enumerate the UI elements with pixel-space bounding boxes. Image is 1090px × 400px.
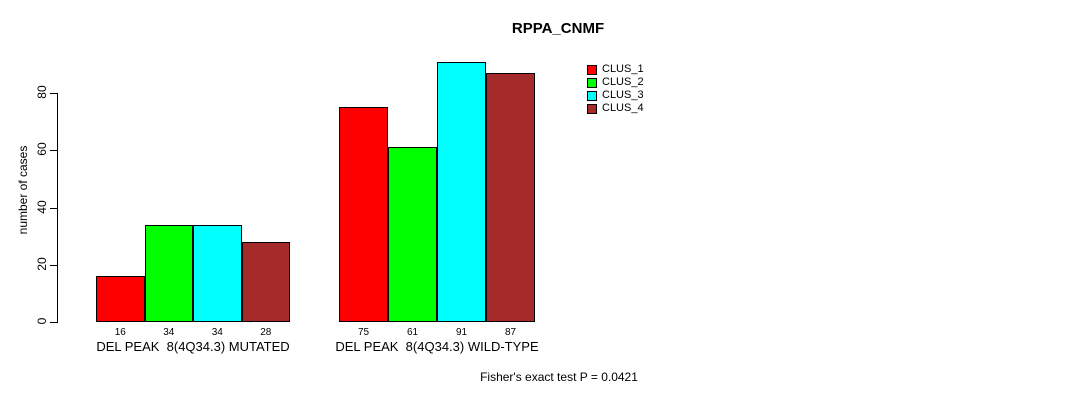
y-axis-tick-label: 80 xyxy=(35,85,49,99)
y-axis-tick-label: 20 xyxy=(35,257,49,271)
y-axis-tick xyxy=(50,93,58,94)
fisher-test-annotation: Fisher's exact test P = 0.0421 xyxy=(480,370,638,384)
bar-value-label: 75 xyxy=(357,327,370,338)
legend-label: CLUS_2 xyxy=(602,76,644,88)
bar-clus_4-mutated xyxy=(241,241,290,322)
legend-item-clus_2: CLUS_2 xyxy=(587,76,644,89)
legend-item-clus_4: CLUS_4 xyxy=(587,102,644,115)
group-label-mutated: DEL PEAK 8(4Q34.3) MUTATED xyxy=(96,339,290,354)
chart-title: RPPA_CNMF xyxy=(511,20,605,37)
bar-clus_3-mutated xyxy=(193,224,242,322)
y-axis-tick-label: 40 xyxy=(35,199,49,214)
bar-value-label: 34 xyxy=(211,327,223,338)
y-axis-tick-label: 0 xyxy=(35,317,49,325)
legend-swatch-icon xyxy=(587,77,597,88)
y-axis-tick xyxy=(50,207,58,209)
bar-clus_1-mutated xyxy=(96,276,145,322)
bar-clus_4-wild-type xyxy=(486,72,535,322)
y-axis-tick-label: 60 xyxy=(35,142,49,156)
bar-value-label: 16 xyxy=(114,327,126,338)
bar-value-label: 34 xyxy=(163,327,175,338)
y-axis-tick xyxy=(50,322,58,323)
legend-label: CLUS_3 xyxy=(602,89,644,101)
legend-label: CLUS_4 xyxy=(602,102,644,114)
bar-value-label: 61 xyxy=(406,327,419,338)
bar-clus_2-wild-type xyxy=(388,147,437,322)
y-axis-tick xyxy=(50,150,58,152)
group-label-wild-type: DEL PEAK 8(4Q34.3) WILD-TYPE xyxy=(335,339,539,354)
legend-swatch-icon xyxy=(587,64,597,75)
bar-value-label: 87 xyxy=(504,327,517,338)
legend-item-clus_3: CLUS_3 xyxy=(587,89,644,102)
bar-value-label: 28 xyxy=(260,327,272,338)
y-axis-tick xyxy=(50,264,58,266)
legend-swatch-icon xyxy=(587,103,597,114)
legend-item-clus_1: CLUS_1 xyxy=(587,63,644,76)
bar-clus_3-wild-type xyxy=(437,61,486,322)
bar-clus_2-mutated xyxy=(144,224,193,322)
y-axis-title: number of cases xyxy=(16,145,30,235)
legend-swatch-icon xyxy=(587,90,597,101)
legend-label: CLUS_1 xyxy=(602,63,644,75)
bar-clus_1-wild-type xyxy=(339,107,388,322)
bar-value-label: 91 xyxy=(455,327,468,338)
legend: CLUS_1 CLUS_2 CLUS_3 CLUS_4 xyxy=(587,63,644,115)
